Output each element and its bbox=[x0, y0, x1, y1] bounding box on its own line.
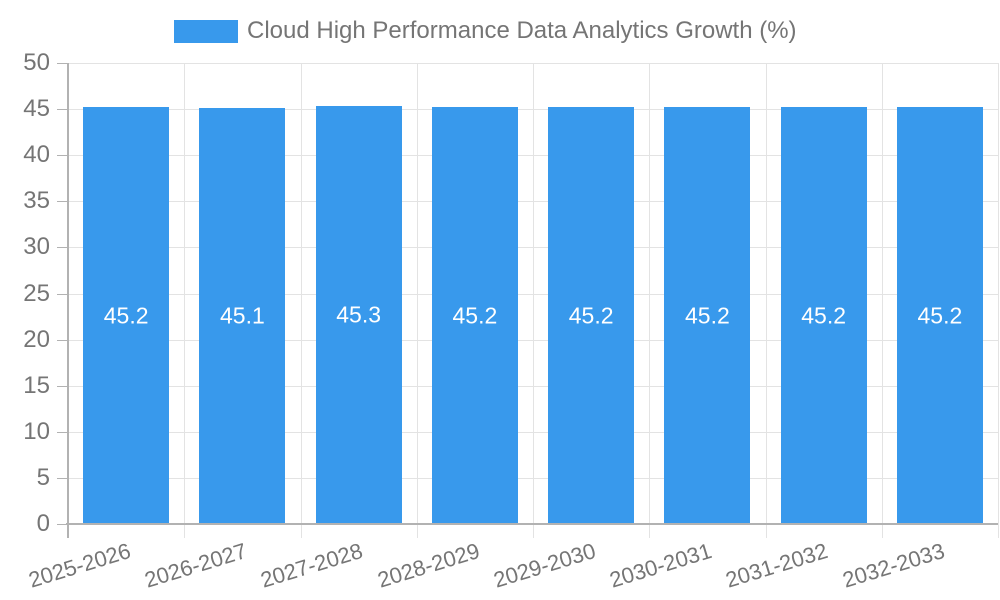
gridline-vertical bbox=[649, 63, 651, 524]
gridline-vertical bbox=[998, 63, 999, 524]
x-axis-category-label: 2027-2028 bbox=[258, 538, 366, 593]
bar-value-label: 45.1 bbox=[219, 302, 265, 329]
y-axis-tick bbox=[57, 293, 68, 295]
x-axis-category-label: 2031-2032 bbox=[723, 538, 831, 593]
y-axis-tick bbox=[57, 477, 68, 479]
y-axis-tick-label: 0 bbox=[36, 510, 50, 537]
bar[interactable]: 45.2 bbox=[896, 107, 983, 524]
legend-swatch-icon bbox=[174, 19, 238, 43]
y-axis-line bbox=[67, 63, 69, 538]
x-axis-tick bbox=[416, 524, 418, 538]
y-axis-tick bbox=[57, 431, 68, 433]
gridline-vertical bbox=[881, 63, 883, 524]
bar[interactable]: 45.2 bbox=[431, 107, 518, 524]
x-axis-category-label: 2029-2030 bbox=[490, 538, 599, 593]
plot-area: 0 5 10 15 20 25 30 35 40 45 50 45.2 2025-2026 45.1 202… bbox=[23, 49, 999, 593]
x-axis-tick bbox=[184, 524, 186, 538]
bar[interactable]: 45.3 bbox=[315, 106, 402, 524]
y-axis-tick bbox=[57, 201, 68, 203]
x-axis-category-label: 2032-2033 bbox=[839, 538, 948, 593]
gridline-vertical bbox=[765, 63, 767, 524]
y-axis-tick bbox=[57, 247, 68, 249]
y-axis-tick-label: 25 bbox=[23, 279, 50, 307]
bar[interactable]: 45.1 bbox=[199, 108, 286, 524]
x-axis-tick bbox=[765, 524, 767, 538]
bar-value-label: 45.2 bbox=[917, 302, 963, 329]
y-axis-tick bbox=[57, 524, 68, 525]
x-axis-tick bbox=[300, 524, 302, 538]
x-axis-line bbox=[66, 523, 998, 525]
bar[interactable]: 45.2 bbox=[83, 107, 170, 524]
x-axis-tick bbox=[649, 524, 651, 538]
chart-title: Cloud High Performance Data Analytics Gr… bbox=[247, 17, 797, 44]
y-axis-tick-label: 10 bbox=[23, 417, 50, 445]
bar[interactable]: 45.2 bbox=[548, 107, 635, 524]
x-axis-tick bbox=[998, 524, 999, 538]
y-axis-tick-label: 45 bbox=[23, 95, 50, 123]
y-axis-tick bbox=[57, 63, 68, 64]
gridline-vertical bbox=[416, 63, 418, 524]
y-axis-tick-label: 20 bbox=[23, 325, 50, 353]
x-axis-category-label: 2030-2031 bbox=[606, 538, 715, 593]
y-axis-tick-label: 35 bbox=[23, 187, 50, 215]
bar[interactable]: 45.2 bbox=[780, 107, 867, 524]
bar[interactable]: 45.2 bbox=[664, 107, 751, 524]
bar-value-label: 45.2 bbox=[452, 302, 498, 329]
gridline-vertical bbox=[300, 63, 302, 524]
bar-value-label: 45.3 bbox=[336, 301, 382, 328]
y-axis-tick bbox=[57, 339, 68, 341]
y-axis-tick-label: 30 bbox=[23, 233, 50, 261]
gridline-vertical bbox=[533, 63, 534, 524]
x-axis-category-label: 2028-2029 bbox=[374, 538, 483, 593]
chart-legend[interactable]: Cloud High Performance Data Analytics Gr… bbox=[174, 17, 797, 45]
y-axis-tick-label: 15 bbox=[23, 371, 50, 399]
y-axis-tick-label: 5 bbox=[36, 463, 50, 491]
y-axis-tick-label: 50 bbox=[23, 49, 50, 76]
bar-value-label: 45.2 bbox=[103, 302, 149, 329]
bar-value-label: 45.2 bbox=[801, 302, 847, 329]
gridline-vertical bbox=[184, 63, 186, 524]
x-axis-tick bbox=[533, 524, 534, 538]
x-axis-category-label: 2025-2026 bbox=[25, 538, 134, 593]
y-axis-tick bbox=[57, 385, 68, 387]
x-axis-category-label: 2026-2027 bbox=[141, 538, 250, 593]
y-axis-tick-label: 40 bbox=[23, 141, 50, 169]
x-axis-tick bbox=[881, 524, 883, 538]
bar-value-label: 45.2 bbox=[684, 302, 730, 329]
bar-value-label: 45.2 bbox=[568, 302, 614, 329]
y-axis-tick bbox=[57, 109, 68, 111]
y-axis-tick bbox=[57, 155, 68, 157]
